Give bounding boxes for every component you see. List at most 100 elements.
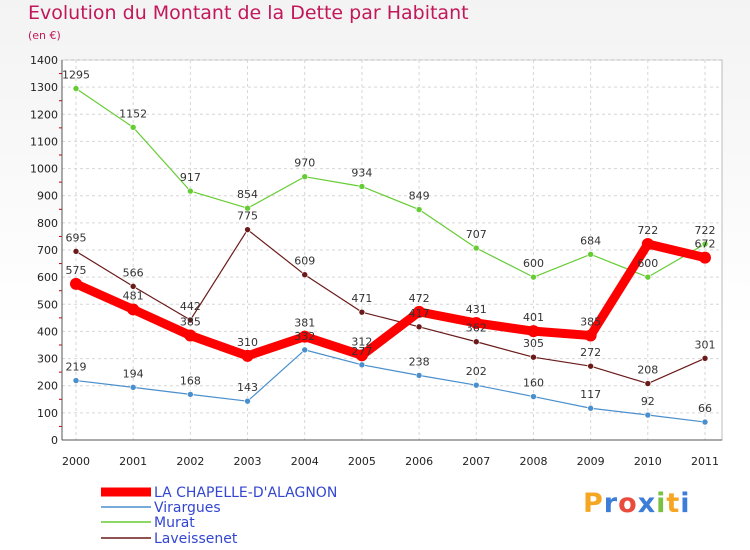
series-point-0 bbox=[184, 329, 197, 342]
data-label: 168 bbox=[180, 374, 201, 387]
series-point-2 bbox=[129, 124, 137, 131]
series-point-2 bbox=[187, 187, 194, 195]
series-point-2 bbox=[358, 183, 366, 190]
series-point-3 bbox=[644, 380, 652, 387]
data-label: 117 bbox=[580, 388, 601, 401]
y-tick-label: 900 bbox=[37, 190, 58, 203]
legend-label: LA CHAPELLE-D'ALAGNON bbox=[154, 485, 337, 501]
data-label: 277 bbox=[351, 345, 372, 358]
series-point-3 bbox=[415, 323, 423, 331]
x-tick-label: 2009 bbox=[577, 455, 605, 468]
y-tick-label: 200 bbox=[37, 380, 58, 393]
data-label: 684 bbox=[580, 234, 601, 247]
data-label: 238 bbox=[409, 355, 430, 368]
data-label: 194 bbox=[123, 367, 144, 380]
series-point-3 bbox=[187, 316, 194, 324]
data-label: 672 bbox=[695, 238, 716, 251]
x-tick-label: 2006 bbox=[405, 455, 433, 468]
series-point-1 bbox=[358, 361, 366, 369]
y-tick-label: 1400 bbox=[30, 54, 58, 67]
y-tick-label: 500 bbox=[37, 298, 58, 311]
y-tick-label: 300 bbox=[37, 353, 58, 366]
series-point-2 bbox=[301, 173, 309, 181]
data-label: 970 bbox=[294, 157, 315, 170]
x-tick-label: 2004 bbox=[291, 455, 319, 468]
data-label: 917 bbox=[180, 171, 201, 184]
series-point-1 bbox=[72, 377, 80, 384]
data-label: 332 bbox=[294, 330, 315, 343]
data-label: 849 bbox=[409, 190, 430, 203]
x-tick-label: 2002 bbox=[176, 455, 204, 468]
x-tick-label: 2003 bbox=[234, 455, 262, 468]
series-point-1 bbox=[187, 391, 194, 398]
data-label: 401 bbox=[523, 311, 544, 324]
data-label: 934 bbox=[351, 166, 372, 179]
y-tick-label: 1000 bbox=[30, 163, 58, 176]
logo-letter: i bbox=[656, 488, 667, 519]
y-tick-label: 0 bbox=[51, 434, 58, 447]
series-point-0 bbox=[127, 303, 140, 316]
y-tick-label: 1200 bbox=[30, 108, 58, 121]
data-label: 219 bbox=[66, 361, 87, 374]
data-label: 442 bbox=[180, 300, 201, 313]
series-point-1 bbox=[530, 393, 537, 400]
y-tick-label: 1300 bbox=[30, 81, 58, 94]
x-tick-label: 2011 bbox=[691, 455, 719, 468]
series-point-0 bbox=[413, 305, 426, 318]
legend-label: Murat bbox=[154, 515, 195, 531]
legend-label: Laveissenet bbox=[154, 531, 238, 547]
series-point-1 bbox=[701, 418, 709, 426]
data-label: 143 bbox=[237, 381, 258, 394]
series-point-2 bbox=[530, 273, 537, 281]
data-label: 1152 bbox=[119, 107, 147, 120]
data-label: 707 bbox=[466, 228, 487, 241]
series-point-1 bbox=[301, 346, 309, 354]
series-point-1 bbox=[129, 384, 137, 391]
logo-letter: i bbox=[680, 488, 691, 519]
legend-label: Virargues bbox=[154, 500, 221, 516]
series-point-0 bbox=[527, 325, 540, 338]
data-label: 272 bbox=[580, 346, 601, 359]
series-point-2 bbox=[587, 251, 594, 258]
series-point-3 bbox=[244, 226, 251, 233]
y-tick-label: 100 bbox=[37, 407, 58, 420]
series-point-0 bbox=[298, 330, 311, 343]
x-tick-label: 2008 bbox=[519, 455, 547, 468]
series-point-3 bbox=[129, 283, 137, 290]
y-tick-label: 1100 bbox=[30, 135, 58, 148]
data-label: 160 bbox=[523, 377, 544, 390]
logo-letter: r bbox=[603, 488, 619, 519]
data-label: 417 bbox=[409, 307, 430, 320]
data-label: 385 bbox=[580, 316, 601, 329]
series-point-0 bbox=[470, 317, 483, 330]
data-label: 472 bbox=[409, 292, 430, 305]
series-point-0 bbox=[584, 329, 597, 342]
y-tick-label: 600 bbox=[37, 271, 58, 284]
data-label: 854 bbox=[237, 188, 258, 201]
series-point-3 bbox=[701, 354, 709, 362]
data-label: 431 bbox=[466, 303, 487, 316]
series-line-0 bbox=[71, 239, 710, 361]
data-label: 202 bbox=[466, 365, 487, 378]
series-point-0 bbox=[241, 349, 254, 362]
data-label: 575 bbox=[66, 264, 87, 277]
data-label: 312 bbox=[351, 335, 372, 348]
series-point-1 bbox=[244, 397, 251, 405]
series-point-1 bbox=[644, 411, 652, 419]
x-tick-label: 2000 bbox=[62, 455, 90, 468]
series-point-0 bbox=[699, 251, 711, 264]
data-label: 481 bbox=[123, 289, 144, 302]
series-point-2 bbox=[72, 85, 80, 92]
data-label: 305 bbox=[523, 337, 544, 350]
data-label: 722 bbox=[695, 224, 716, 237]
series-point-2 bbox=[415, 206, 423, 213]
series-point-0 bbox=[70, 277, 82, 290]
data-label: 600 bbox=[523, 257, 544, 270]
logo-letter: o bbox=[618, 488, 638, 519]
series-point-2 bbox=[701, 240, 709, 248]
series-point-3 bbox=[72, 248, 80, 255]
series-point-1 bbox=[472, 381, 480, 389]
logo-letter: P bbox=[583, 488, 604, 519]
